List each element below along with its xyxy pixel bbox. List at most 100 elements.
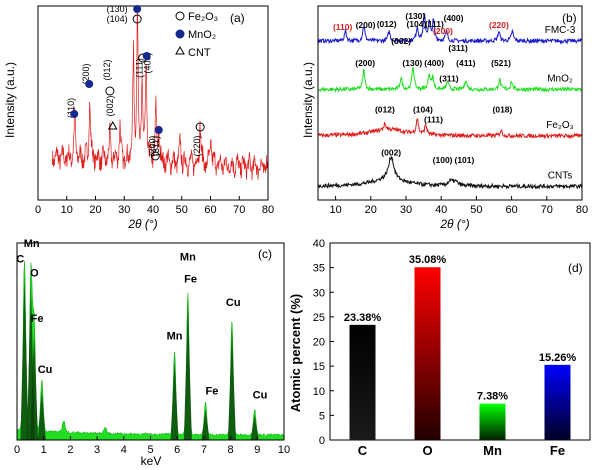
panel-c-x-tick-label: 1 xyxy=(41,444,47,456)
panel-b-x-tick-label: 70 xyxy=(541,204,553,216)
panel-b-peak-label: (111) xyxy=(424,114,443,124)
panel-a-label: (a) xyxy=(230,11,245,25)
series-label: FMC-3 xyxy=(545,25,576,36)
panel-b-x-tick-label: 40 xyxy=(435,204,447,216)
panel-c-x-tick-label: 6 xyxy=(174,444,180,456)
panel-a-peak-label: (200) xyxy=(81,63,91,84)
fe2o3-marker xyxy=(150,151,160,161)
panel-b-x-tick-label: 50 xyxy=(470,204,482,216)
panel-b-plot-frame xyxy=(317,5,583,201)
panel-b-peak-label: (130) xyxy=(405,11,425,21)
bar-value-label: 15.26% xyxy=(539,352,577,364)
cnt-marker xyxy=(107,120,118,130)
eds-spectrum xyxy=(16,261,285,441)
panel-c-element-label: C xyxy=(16,254,24,266)
panel-a-peak-label: (111) xyxy=(135,58,145,78)
mno2-marker xyxy=(154,126,163,134)
panel-b-peak-label: (200) xyxy=(356,20,376,30)
panel-c-x-tick-label: 3 xyxy=(94,444,100,456)
panel-a-peak-label: (012) xyxy=(102,59,112,80)
panel-d-y-axis-label: Atomic percent (%) xyxy=(288,294,303,412)
panel-c-element-label: Fe xyxy=(31,313,44,325)
panel-a-peak-label: (400) xyxy=(143,52,153,73)
panel-b-peak-label: (110) xyxy=(333,22,353,32)
panel-b-peak-label: (104) xyxy=(413,105,433,115)
panel-c-x-tick-label: 10 xyxy=(278,444,290,456)
panel-b-peak-label: (411) xyxy=(456,58,476,68)
panel-d-y-tick-label: 30 xyxy=(313,287,325,299)
panel-a-peak-label: (200) xyxy=(147,135,157,156)
panel-b-peak-label: (002) xyxy=(391,36,411,46)
panel-a-x-tick-label: 40 xyxy=(147,204,159,216)
panel-c-element-label: O xyxy=(30,267,39,279)
series-label: CNTs xyxy=(548,171,572,182)
panel-c-element-label: Mn xyxy=(24,238,40,250)
bar-fe xyxy=(544,364,571,440)
panel-b-y-axis-label: Intensity (a.u.) xyxy=(301,62,315,138)
panel-a-peak-label: (311) xyxy=(151,136,161,156)
fe2o3-marker xyxy=(105,86,115,96)
panel-c-x-tick-label: 8 xyxy=(228,444,234,456)
mno2-marker xyxy=(142,52,151,60)
panel-b-peak-label: (018) xyxy=(493,105,513,115)
panel-b-x-axis-label: 2θ (°) xyxy=(439,217,469,231)
panel-c-x-tick-label: 7 xyxy=(201,444,207,456)
bar-c xyxy=(349,324,376,440)
panel-a-peak-label: (110) xyxy=(66,98,76,118)
bar-mn xyxy=(479,403,506,440)
legend-cnt-label: CNT xyxy=(188,47,211,59)
panel-d-y-tick-label: 40 xyxy=(313,238,325,250)
xrd-pattern-fmc xyxy=(52,9,269,181)
panel-b-peak-label: (200) xyxy=(355,58,375,68)
panel-b-peak-label: (100) xyxy=(433,155,453,165)
panel-b-peak-label: (012) xyxy=(377,19,397,29)
panel-a-x-tick-label: 80 xyxy=(262,204,274,216)
legend-fe2o3-symbol xyxy=(175,11,185,21)
panel-d-atomic-percent: (d) Atomic percent (%) 0 5 10 15 20 25 30 35 40 2… xyxy=(288,238,591,458)
panel-a-x-tick-label: 20 xyxy=(89,204,101,216)
panel-a-xrd: (a) Intensity (a.u.) 2θ (°) Fe₂O₃ MnO₂ C… xyxy=(3,4,274,231)
panel-a-x-tick-label: 10 xyxy=(61,204,73,216)
panel-a-x-axis-label: 2θ (°) xyxy=(127,217,157,231)
panel-b-peak-label: (130) xyxy=(402,58,422,68)
fe2o3-marker xyxy=(195,122,205,132)
panel-b-x-tick-label: 30 xyxy=(400,204,412,216)
panel-b-peak-label: (002) xyxy=(381,147,401,157)
panel-d-y-tick-label: 25 xyxy=(313,312,325,324)
series-label: Fe₂O₃ xyxy=(546,120,573,131)
panel-b-peak-label: (220) xyxy=(489,20,509,30)
legend-fe2o3-label: Fe₂O₃ xyxy=(188,11,218,23)
panel-c-plot-frame xyxy=(16,242,285,441)
panel-b-peak-label: (311) xyxy=(448,43,468,53)
panel-d-y-tick-label: 5 xyxy=(319,410,325,422)
panel-c-element-label: Mn xyxy=(180,252,196,264)
bar-value-label: 7.38% xyxy=(477,391,508,403)
panel-b-peak-label: (104) xyxy=(406,19,426,29)
x-category-label: O xyxy=(422,443,432,458)
x-category-label: C xyxy=(358,443,368,458)
panel-d-y-tick-label: 20 xyxy=(313,337,325,349)
panel-b-peak-label: (400) xyxy=(444,13,464,23)
fe2o3-marker xyxy=(132,14,142,24)
legend-mno2-label: MnO₂ xyxy=(188,29,216,41)
panel-d-y-tick-label: 10 xyxy=(313,386,325,398)
panel-d-y-tick-label: 0 xyxy=(319,435,325,447)
panel-b-peak-label: (521) xyxy=(491,58,511,68)
panel-c-element-label: Fe xyxy=(205,386,218,398)
panel-d-label: (d) xyxy=(568,261,583,275)
panel-d-y-tick-label: 15 xyxy=(313,361,325,373)
mno2-marker xyxy=(85,80,94,88)
panel-a-peak-label: (130) xyxy=(107,4,128,14)
panel-a-peak-label: (002) xyxy=(105,95,115,116)
panel-a-x-tick-label: 50 xyxy=(176,204,188,216)
panel-b-peak-label: (311) xyxy=(439,74,459,84)
panel-b-peak-label: (200) xyxy=(433,26,453,36)
xrd-pattern-0 xyxy=(317,12,582,45)
panel-a-x-tick-label: 60 xyxy=(204,204,216,216)
series-label: MnO₂ xyxy=(547,74,573,85)
panel-c-element-label: Cu xyxy=(226,297,241,309)
panel-c-element-label: Mn xyxy=(167,331,183,343)
panel-c-element-label: Cu xyxy=(38,364,53,376)
